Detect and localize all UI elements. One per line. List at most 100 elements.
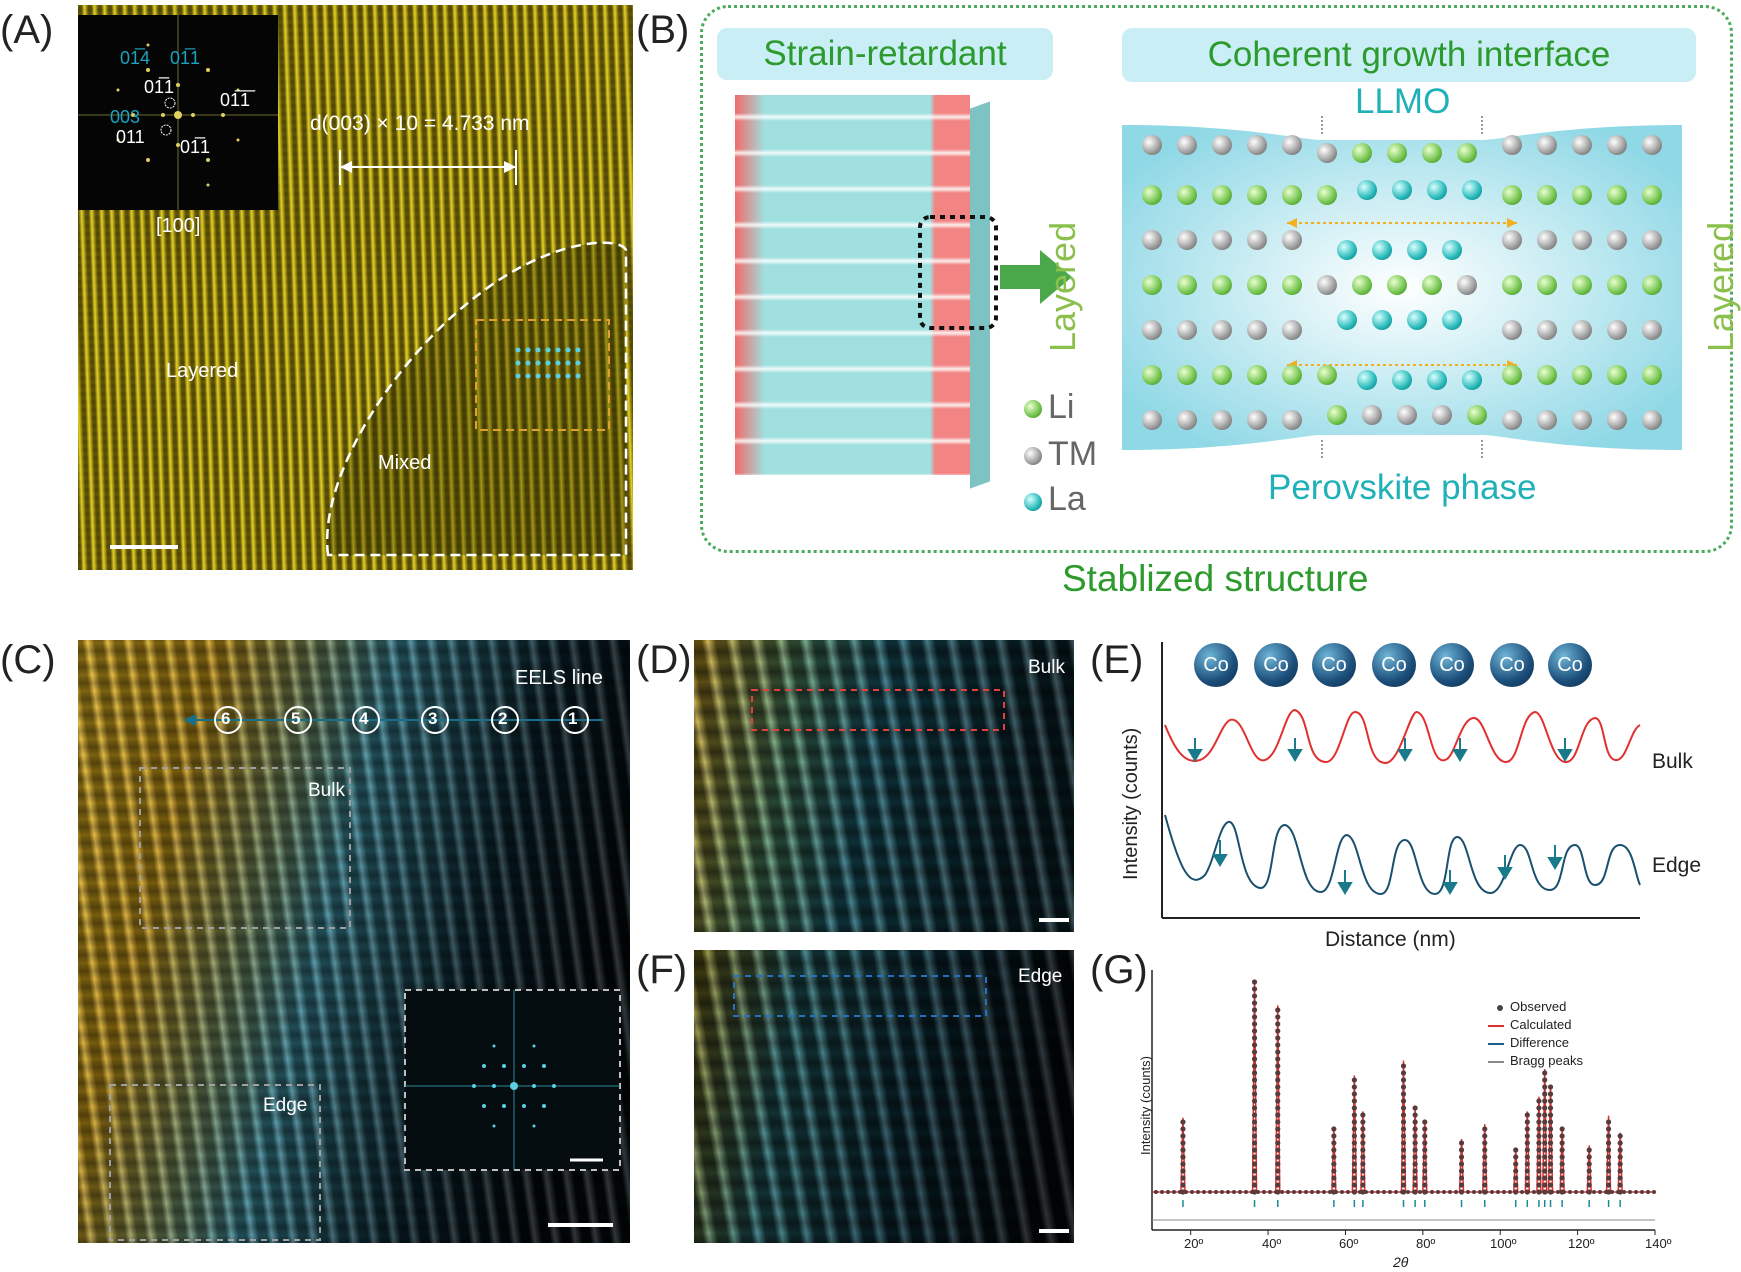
observed-point (1412, 1168, 1418, 1174)
observed-point (1351, 1175, 1357, 1181)
observed-point (1478, 1190, 1482, 1194)
crystal-block (735, 95, 990, 495)
bulk-box-label: Bulk (308, 780, 345, 801)
observed-point (1482, 1154, 1488, 1160)
co-atom-6: Co (1490, 643, 1534, 687)
observed-point (1275, 1182, 1281, 1188)
observed-point (1542, 1119, 1548, 1125)
observed-point (1178, 1190, 1182, 1194)
observed-point (1559, 1154, 1565, 1160)
observed-point (1556, 1190, 1560, 1194)
panel-e-label: (E) (1090, 638, 1144, 682)
observed-point (1598, 1190, 1602, 1194)
observed-point (1388, 1190, 1392, 1194)
observed-point (1482, 1126, 1488, 1132)
observed-point (1568, 1190, 1572, 1194)
fft-spot-011-bottom: 011 (116, 127, 145, 147)
observed-point (1251, 1056, 1258, 1062)
observed-point (1547, 1182, 1554, 1188)
observed-point (1617, 1140, 1623, 1146)
observed-point (1508, 1190, 1512, 1194)
observed-point (1536, 1098, 1542, 1104)
observed-point (1422, 1133, 1428, 1139)
observed-point (1412, 1126, 1418, 1132)
observed-point (1628, 1190, 1632, 1194)
observed-point (1559, 1182, 1565, 1188)
observed-point (1617, 1161, 1623, 1167)
observed-point (1331, 1168, 1337, 1174)
observed-point (1400, 1070, 1407, 1076)
observed-point (1251, 1126, 1258, 1132)
bulk-series-label: Bulk (1652, 750, 1693, 773)
observed-point (1586, 1154, 1592, 1160)
observed-point (1542, 1070, 1548, 1076)
observed-point (1275, 1014, 1281, 1020)
marker-4: 4 (359, 709, 369, 728)
observed-point (1605, 1140, 1612, 1146)
observed-point (1400, 1063, 1407, 1069)
observed-point (1394, 1190, 1398, 1194)
observed-point (1351, 1119, 1357, 1125)
observed-point (1358, 1190, 1362, 1194)
legend-li: Li (1048, 388, 1075, 426)
observed-point (1482, 1161, 1488, 1167)
observed-point (1502, 1190, 1506, 1194)
observed-point (1458, 1168, 1465, 1174)
fft-inset: 01̅4 01̅1 01̅1 01̅1̅ 003 011 01̅1 (78, 15, 278, 210)
observed-point (1360, 1161, 1366, 1167)
observed-point (1513, 1175, 1519, 1181)
observed-point (1605, 1182, 1612, 1188)
observed-point (1482, 1182, 1488, 1188)
li-atom-icon (1024, 400, 1042, 418)
observed-point (1400, 1140, 1407, 1146)
perovskite-label: Perovskite phase (1268, 468, 1537, 507)
observed-point (1275, 1042, 1281, 1048)
strain-title-box: Strain-retardant (717, 28, 1053, 80)
observed-point (1422, 1147, 1428, 1153)
observed-point (1640, 1190, 1644, 1194)
observed-point (1422, 1168, 1428, 1174)
observed-point (1275, 1133, 1281, 1139)
observed-point (1458, 1161, 1465, 1167)
observed-point (1524, 1182, 1530, 1188)
observed-point (1559, 1147, 1565, 1153)
observed-point (1524, 1112, 1530, 1118)
observed-point (1275, 1084, 1281, 1090)
observed-point (1251, 1140, 1258, 1146)
legend-difference-marker (1488, 1043, 1504, 1045)
observed-point (1251, 1112, 1258, 1118)
observed-point (1251, 1098, 1258, 1104)
layered-left-label: Layered (1042, 221, 1083, 352)
mixed-region-label: Mixed (378, 452, 432, 474)
observed-point (1562, 1190, 1566, 1194)
observed-point (1275, 1119, 1281, 1125)
observed-point (1351, 1098, 1357, 1104)
observed-point (1458, 1175, 1465, 1181)
observed-point (1424, 1190, 1428, 1194)
observed-point (1622, 1190, 1626, 1194)
observed-point (1482, 1140, 1488, 1146)
observed-point (1180, 1168, 1186, 1174)
observed-point (1547, 1168, 1554, 1174)
observed-point (1586, 1147, 1592, 1153)
observed-point (1542, 1077, 1548, 1083)
observed-point (1559, 1126, 1565, 1132)
observed-point (1331, 1182, 1337, 1188)
observed-point (1542, 1091, 1548, 1097)
lattice-atoms (1122, 115, 1682, 460)
observed-point (1547, 1154, 1554, 1160)
observed-point (1180, 1182, 1186, 1188)
observed-point (1208, 1190, 1212, 1194)
observed-point (1559, 1168, 1565, 1174)
fft-spot-003: 003 (110, 107, 141, 127)
observed-point (1605, 1126, 1612, 1132)
observed-point (1513, 1147, 1519, 1153)
fft-spot-011-br: 01̅1 (180, 137, 211, 157)
panel-g-ylabel: Intensity (counts) (1138, 1056, 1153, 1155)
fft-spot-011-left: 01̅1 (144, 77, 175, 97)
observed-point (1542, 1133, 1548, 1139)
observed-point (1214, 1190, 1218, 1194)
observed-point (1160, 1190, 1164, 1194)
observed-point (1238, 1190, 1242, 1194)
observed-point (1524, 1154, 1530, 1160)
